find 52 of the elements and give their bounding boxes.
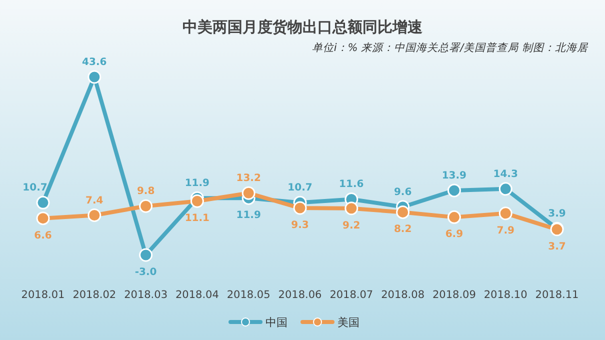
x-tick-label: 2018.08 (381, 289, 425, 301)
point (447, 210, 461, 224)
data-label: 10.7 (288, 182, 312, 194)
chart-title: 中美两国月度货物出口总额同比增速 (182, 18, 424, 36)
data-label: 11.6 (339, 179, 364, 190)
data-label: 3.9 (548, 208, 566, 220)
point (36, 196, 50, 210)
legend-label: 中国 (266, 316, 288, 329)
data-label: 6.6 (34, 230, 52, 242)
x-tick-label: 2018.01 (21, 289, 65, 301)
data-label: 14.3 (493, 168, 518, 180)
point (88, 70, 102, 84)
x-tick-label: 2018.03 (124, 289, 168, 301)
x-tick-label: 2018.11 (535, 289, 579, 301)
point (396, 205, 410, 219)
data-label: 43.6 (82, 57, 107, 68)
data-label: 9.6 (394, 186, 412, 198)
data-label: 9.8 (136, 186, 155, 198)
x-tick-label: 2018.05 (226, 289, 270, 301)
point (293, 201, 307, 215)
data-label: 6.9 (445, 229, 464, 240)
data-label: 8.2 (394, 224, 412, 236)
x-tick-label: 2018.02 (72, 289, 116, 301)
data-label: 3.7 (548, 241, 566, 252)
point (344, 202, 358, 216)
data-label: 13.2 (236, 173, 261, 184)
x-tick-label: 2018.07 (330, 289, 374, 301)
x-tick-label: 2018.04 (175, 289, 220, 301)
data-label: 9.2 (342, 220, 360, 232)
data-label: 11.1 (184, 213, 210, 224)
x-tick-label: 2018.06 (278, 289, 322, 301)
point (498, 206, 512, 220)
point (139, 248, 153, 262)
data-label: 7.4 (86, 195, 104, 206)
data-label: 13.9 (442, 170, 467, 182)
data-label: -3.0 (134, 267, 157, 278)
data-label: 10.7 (22, 182, 48, 194)
point (242, 186, 256, 200)
point (190, 194, 204, 208)
x-tick-label: 2018.10 (484, 289, 528, 301)
point (498, 182, 512, 196)
point (139, 199, 153, 213)
point (36, 212, 50, 226)
data-label: 11.9 (236, 210, 261, 222)
point (88, 208, 102, 222)
legend-label: 美国 (338, 316, 360, 329)
data-label: 7.9 (496, 225, 514, 236)
chart-subtitle: 单位i：% 来源：中国海关总署/美国普查局 制图：北海居 (312, 41, 589, 54)
point (447, 184, 461, 198)
x-tick-label: 2018.09 (432, 289, 476, 301)
data-label: 9.3 (291, 220, 309, 232)
data-label: 11.9 (184, 178, 210, 190)
